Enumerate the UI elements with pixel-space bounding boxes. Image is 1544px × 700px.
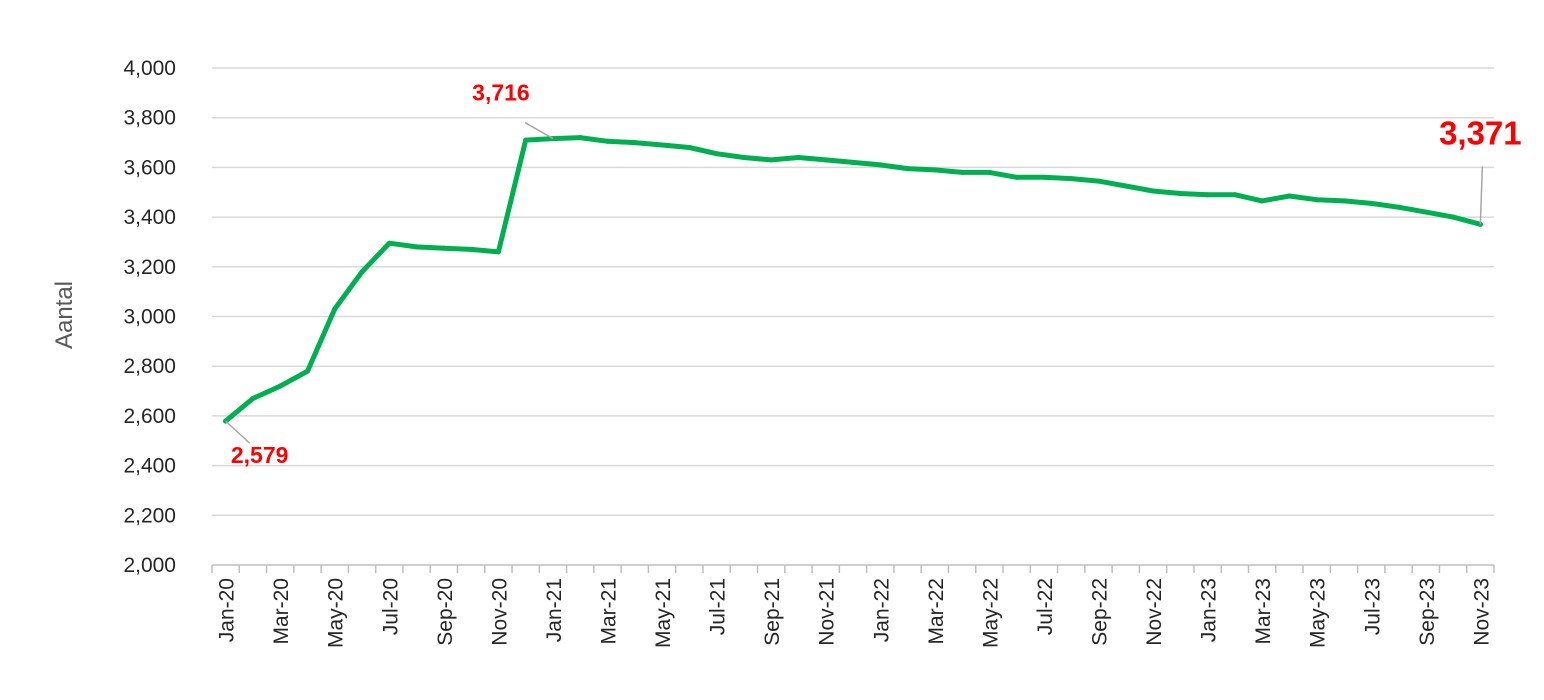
data-point (1150, 188, 1156, 194)
data-point (632, 140, 638, 146)
data-point (1259, 198, 1265, 204)
x-tick-label: Sep-20 (434, 578, 457, 646)
annotation-label: 2,579 (231, 442, 289, 468)
data-point (1396, 204, 1402, 210)
data-point (332, 306, 338, 312)
y-tick-label: 3,600 (123, 156, 176, 179)
data-point (468, 246, 474, 252)
y-tick-label: 2,200 (123, 504, 176, 527)
data-point (1177, 190, 1183, 196)
x-tick-label: Jul-20 (379, 578, 402, 635)
y-tick-label: 3,400 (123, 206, 176, 229)
x-tick-label: Jul-23 (1361, 578, 1384, 635)
y-tick-label: 2,000 (123, 554, 176, 577)
x-tick-label: Sep-21 (761, 578, 784, 646)
data-point (1205, 192, 1211, 198)
data-point (850, 159, 856, 165)
x-tick-label: Mar-23 (1252, 578, 1275, 645)
data-point (686, 145, 692, 151)
y-tick-label: 2,400 (123, 455, 176, 478)
data-point (605, 138, 611, 144)
data-point (959, 169, 965, 175)
data-point (741, 154, 747, 160)
series-line (223, 135, 1483, 424)
x-tick-label: Jan-21 (543, 578, 566, 642)
data-point (1423, 209, 1429, 215)
data-point (577, 135, 583, 141)
x-tick-label: Jul-21 (707, 578, 730, 635)
data-point (905, 166, 911, 172)
x-tick-label: Sep-23 (1416, 578, 1439, 646)
data-point (1341, 198, 1347, 204)
data-point (714, 151, 720, 157)
annotation-leader (225, 420, 251, 444)
data-point (523, 137, 529, 143)
x-tick-label: May-22 (979, 578, 1002, 648)
annotation-label: 3,716 (472, 80, 530, 106)
data-point (1041, 174, 1047, 180)
data-point (932, 167, 938, 173)
data-point (659, 142, 665, 148)
x-tick-label: Jul-22 (1034, 578, 1057, 635)
data-point (877, 162, 883, 168)
annotation-leader (1479, 166, 1484, 225)
data-point (795, 154, 801, 160)
data-point (386, 240, 392, 246)
x-tick-label: Mar-21 (598, 578, 621, 645)
annotation-label: 3,371 (1439, 114, 1522, 151)
data-point (1123, 183, 1129, 189)
x-tick-label: Nov-22 (1143, 578, 1166, 646)
x-tick-label: May-20 (325, 578, 348, 648)
data-point (359, 269, 365, 275)
y-tick-label: 2,600 (123, 405, 176, 428)
x-tick-label: Jan-20 (216, 578, 239, 642)
x-tick-label: Sep-22 (1088, 578, 1111, 646)
y-tick-label: 3,000 (123, 306, 176, 329)
data-point (1314, 197, 1320, 203)
data-point (250, 396, 256, 402)
data-point (495, 249, 501, 255)
data-point (823, 157, 829, 163)
x-tick-label: Jan-23 (1198, 578, 1221, 642)
y-axis-label: Aantal (51, 281, 78, 349)
y-tick-label: 2,800 (123, 355, 176, 378)
x-axis (211, 565, 1495, 573)
data-point (1286, 193, 1292, 199)
x-tick-label: May-21 (652, 578, 675, 648)
annotations: 2,579 3,716 3,371 (225, 80, 1522, 468)
x-axis-tick-labels: Jan-20 Mar-20 May-20 Jul-20 Sep-20 Nov-20 Jan-… (216, 578, 1494, 648)
data-point (1095, 178, 1101, 184)
data-point (1450, 214, 1456, 220)
data-point (1068, 176, 1074, 182)
x-tick-label: Mar-22 (925, 578, 948, 645)
x-tick-label: Jan-22 (870, 578, 893, 642)
data-point (277, 383, 283, 389)
y-tick-label: 3,800 (123, 107, 176, 130)
gridlines (212, 67, 1494, 566)
x-tick-label: Nov-21 (816, 578, 839, 646)
y-axis-tick-labels: 2,000 2,200 2,400 2,600 2,800 3,000 3,200 3,400… (123, 57, 176, 577)
data-point (1232, 192, 1238, 198)
annotation-leader (524, 121, 554, 140)
x-tick-label: Nov-23 (1470, 578, 1493, 646)
data-point (768, 157, 774, 163)
data-point (1014, 174, 1020, 180)
data-point (1368, 200, 1374, 206)
x-tick-label: Nov-20 (488, 578, 511, 646)
data-point (441, 245, 447, 251)
x-tick-label: Mar-20 (270, 578, 293, 645)
data-point (304, 368, 310, 374)
x-tick-label: May-23 (1307, 578, 1330, 648)
data-point (986, 169, 992, 175)
data-point (414, 244, 420, 250)
y-tick-label: 4,000 (123, 57, 176, 80)
series-layer (223, 135, 1483, 424)
y-tick-label: 3,200 (123, 256, 176, 279)
